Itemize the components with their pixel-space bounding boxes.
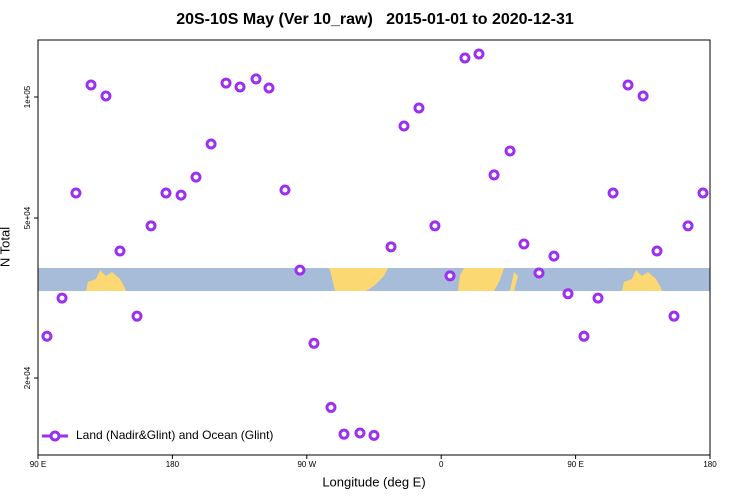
data-point xyxy=(622,79,634,91)
data-point xyxy=(697,187,709,199)
data-point xyxy=(131,310,143,322)
data-point xyxy=(548,250,560,262)
x-tick-label: 180 xyxy=(166,460,180,469)
data-point xyxy=(459,52,471,64)
y-tick-label: 1e+05 xyxy=(23,85,32,108)
land-shape xyxy=(328,268,388,291)
x-tick-label: 90 W xyxy=(297,460,316,469)
y-tick-label: 2e+04 xyxy=(23,366,32,389)
land-shape xyxy=(510,272,518,291)
data-point xyxy=(592,292,604,304)
x-tick-label: 0 xyxy=(439,460,444,469)
data-point xyxy=(354,427,366,439)
x-tick-label: 90 E xyxy=(30,460,46,469)
data-point xyxy=(100,90,112,102)
data-point xyxy=(444,270,456,282)
data-point xyxy=(518,238,530,250)
data-point xyxy=(473,48,485,60)
data-point xyxy=(562,288,574,300)
land-shape xyxy=(458,268,504,291)
data-point xyxy=(533,267,545,279)
data-point xyxy=(429,220,441,232)
data-point xyxy=(668,310,680,322)
data-point xyxy=(145,220,157,232)
data-point xyxy=(250,73,262,85)
data-point xyxy=(578,330,590,342)
chart-title: 20S-10S May (Ver 10_raw) 2015-01-01 to 2… xyxy=(176,11,574,28)
data-point xyxy=(56,292,68,304)
map-strip xyxy=(38,268,710,291)
data-point xyxy=(607,187,619,199)
data-point xyxy=(190,171,202,183)
data-point xyxy=(488,169,500,181)
data-point xyxy=(175,189,187,201)
plot-frame xyxy=(37,39,711,456)
data-point xyxy=(325,401,337,413)
y-tick-label: 5e+04 xyxy=(23,206,32,229)
data-point xyxy=(70,187,82,199)
data-point xyxy=(41,330,53,342)
data-point xyxy=(338,428,350,440)
data-point xyxy=(398,120,410,132)
data-point xyxy=(308,337,320,349)
x-tick-label: 90 E xyxy=(567,460,583,469)
data-point xyxy=(385,241,397,253)
x-axis-label: Longitude (deg E) xyxy=(322,474,425,489)
data-point xyxy=(279,184,291,196)
y-axis-label: N Total xyxy=(0,227,12,267)
x-tick-label: 180 xyxy=(703,460,717,469)
legend-label: Land (Nadir&Glint) and Ocean (Glint) xyxy=(76,428,273,442)
data-point xyxy=(504,145,516,157)
data-point xyxy=(413,102,425,114)
data-point xyxy=(263,82,275,94)
data-point xyxy=(637,90,649,102)
data-point xyxy=(114,245,126,257)
data-point xyxy=(160,187,172,199)
data-point xyxy=(205,138,217,150)
legend-marker xyxy=(49,430,61,442)
data-point xyxy=(294,264,306,276)
data-point xyxy=(85,79,97,91)
data-point xyxy=(682,220,694,232)
data-point xyxy=(651,245,663,257)
data-point xyxy=(368,429,380,441)
land-shape xyxy=(86,270,126,291)
data-point xyxy=(220,77,232,89)
land-shape xyxy=(622,270,662,291)
data-point xyxy=(234,81,246,93)
